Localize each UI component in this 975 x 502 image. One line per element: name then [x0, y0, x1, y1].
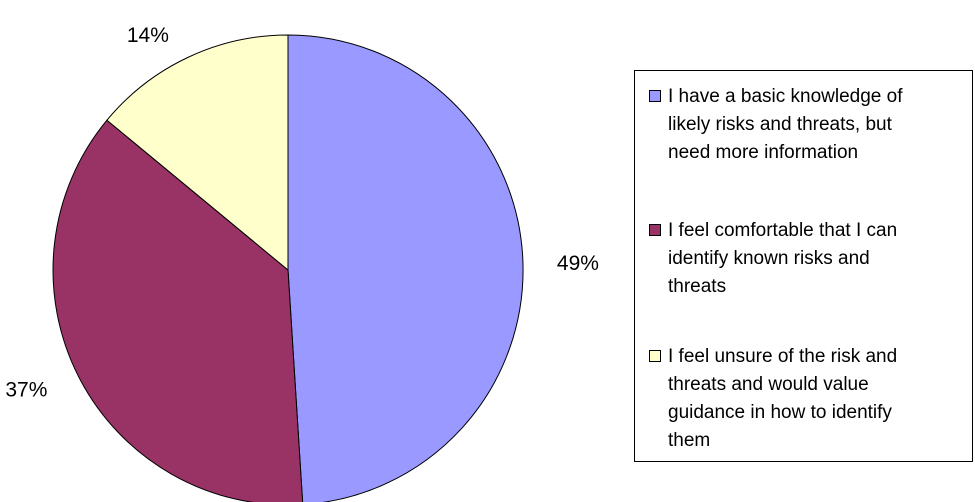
pie-slices — [52, 34, 524, 502]
legend-swatch-comfortable — [649, 224, 661, 236]
legend-label-basic-knowledge: I have a basic knowledge of likely risks… — [668, 86, 903, 163]
legend-label-comfortable: I feel comfortable that I can identify k… — [668, 220, 898, 297]
data-label-comfortable: 37% — [5, 379, 47, 402]
data-label-basic-knowledge: 49% — [557, 252, 599, 275]
data-label-unsure: 14% — [127, 24, 169, 47]
pie-slice-comfortable — [52, 119, 304, 502]
pie-slice-unsure — [106, 34, 289, 272]
legend-label-unsure: I feel unsure of the risk and threats an… — [668, 346, 898, 451]
pie-slice-basic-knowledge — [287, 34, 524, 502]
pie-data-labels: 49% 37% 14% — [5, 24, 599, 402]
chart-legend: I have a basic knowledge of likely risks… — [634, 70, 973, 462]
legend-swatch-unsure — [649, 350, 661, 362]
legend-swatch-basic-knowledge — [649, 90, 661, 102]
